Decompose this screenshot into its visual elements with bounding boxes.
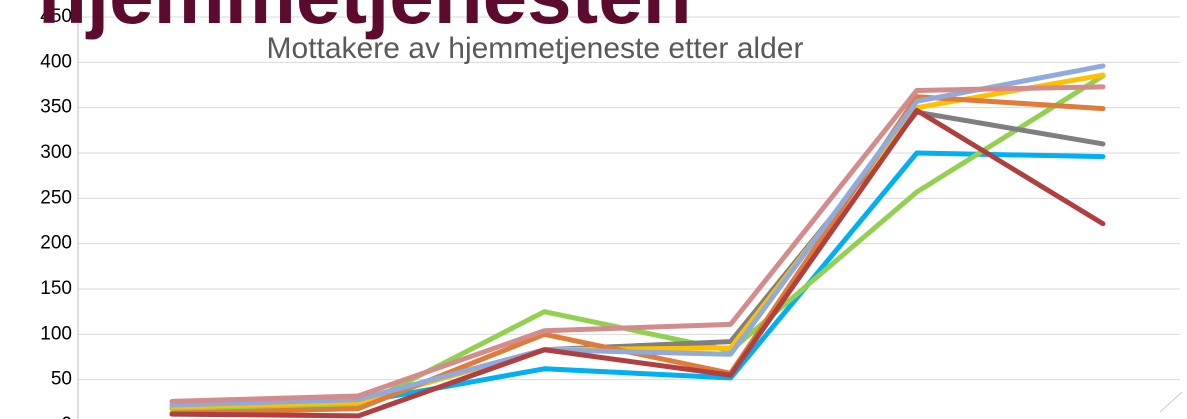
series-line	[169, 107, 1106, 419]
page-heading: hjemmetjenesten	[38, 0, 692, 40]
y-tick-label: 0	[61, 414, 72, 419]
y-tick-label: 350	[40, 97, 72, 118]
y-tick-label: 100	[40, 323, 72, 344]
y-tick-label: 250	[40, 187, 72, 208]
series-line	[169, 72, 1106, 410]
y-tick-label: 50	[51, 369, 72, 390]
y-tick-label: 400	[40, 51, 72, 72]
y-tick-label: 200	[40, 233, 72, 254]
series-line	[169, 94, 1106, 416]
series-line	[169, 63, 1106, 408]
series-line	[169, 150, 1106, 410]
y-tick-label: 150	[40, 278, 72, 299]
y-tick-label: 300	[40, 142, 72, 163]
resize-corner	[1159, 391, 1183, 413]
y-tick-label: 450	[40, 6, 72, 27]
chart-title: Mottakere av hjemmetjeneste etter alder	[267, 32, 804, 65]
series-line	[169, 73, 1106, 412]
series-line	[169, 84, 1106, 404]
